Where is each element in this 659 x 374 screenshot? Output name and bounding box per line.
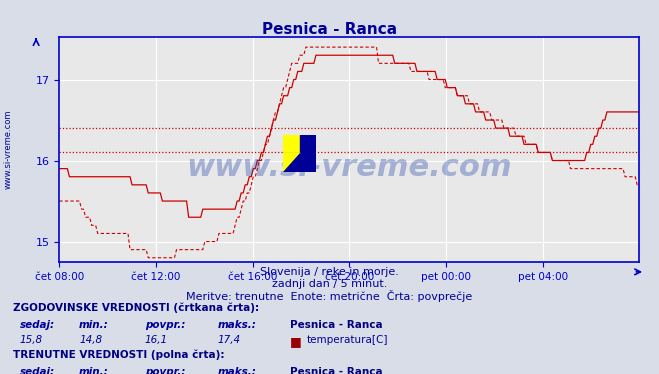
Text: maks.:: maks.: — [217, 320, 256, 330]
Text: Slovenija / reke in morje.: Slovenija / reke in morje. — [260, 267, 399, 278]
Text: ZGODOVINSKE VREDNOSTI (črtkana črta):: ZGODOVINSKE VREDNOSTI (črtkana črta): — [13, 303, 259, 313]
Text: sedaj:: sedaj: — [20, 367, 55, 374]
Text: Pesnica - Ranca: Pesnica - Ranca — [262, 22, 397, 37]
Text: povpr.:: povpr.: — [145, 320, 185, 330]
Polygon shape — [283, 153, 300, 172]
Text: temperatura[C]: temperatura[C] — [306, 335, 388, 345]
Text: 15,8: 15,8 — [20, 335, 43, 345]
Text: min.:: min.: — [79, 320, 109, 330]
Text: Pesnica - Ranca: Pesnica - Ranca — [290, 320, 383, 330]
Text: povpr.:: povpr.: — [145, 367, 185, 374]
Text: Meritve: trenutne  Enote: metrične  Črta: povprečje: Meritve: trenutne Enote: metrične Črta: … — [186, 290, 473, 302]
Text: min.:: min.: — [79, 367, 109, 374]
Text: 14,8: 14,8 — [79, 335, 102, 345]
Text: ■: ■ — [290, 335, 302, 348]
Text: sedaj:: sedaj: — [20, 320, 55, 330]
Bar — [300, 135, 316, 172]
Text: Pesnica - Ranca: Pesnica - Ranca — [290, 367, 383, 374]
Text: 17,4: 17,4 — [217, 335, 241, 345]
Bar — [283, 153, 300, 172]
Text: maks.:: maks.: — [217, 367, 256, 374]
Text: zadnji dan / 5 minut.: zadnji dan / 5 minut. — [272, 279, 387, 289]
Text: www.si-vreme.com: www.si-vreme.com — [186, 153, 512, 182]
Bar — [283, 135, 300, 153]
Text: www.si-vreme.com: www.si-vreme.com — [3, 110, 13, 189]
Text: 16,1: 16,1 — [145, 335, 168, 345]
Text: TRENUTNE VREDNOSTI (polna črta):: TRENUTNE VREDNOSTI (polna črta): — [13, 350, 225, 360]
Polygon shape — [283, 153, 300, 172]
